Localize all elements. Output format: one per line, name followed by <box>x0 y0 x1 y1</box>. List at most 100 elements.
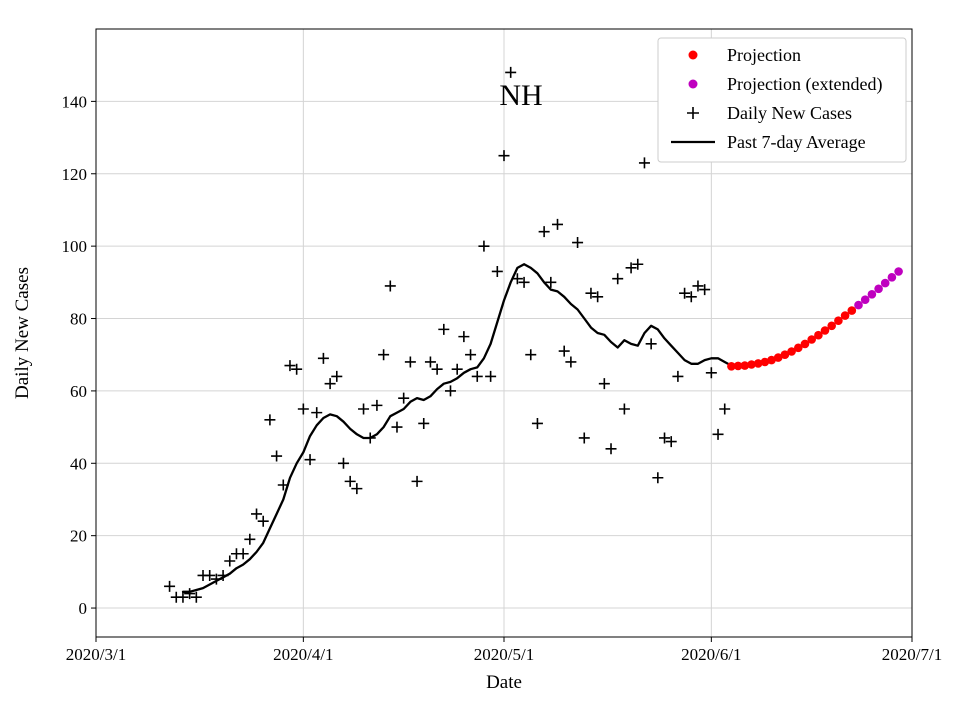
daily-cases-marker <box>518 276 530 288</box>
daily-cases-marker <box>451 363 463 375</box>
daily-cases-marker <box>531 417 543 429</box>
daily-cases-marker <box>224 555 236 567</box>
daily-cases-marker <box>304 454 316 466</box>
projection-dot <box>747 360 756 369</box>
daily-cases-marker <box>351 483 363 495</box>
series-projection-extended- <box>854 267 903 310</box>
daily-cases-marker <box>398 392 410 404</box>
projection-dot <box>800 339 810 349</box>
daily-cases-marker <box>578 432 590 444</box>
legend-marker-dot <box>688 79 698 89</box>
legend-label: Past 7-day Average <box>727 132 866 152</box>
daily-cases-marker <box>638 157 650 169</box>
daily-cases-marker <box>485 370 497 382</box>
projection-extended-dot <box>894 267 903 276</box>
x-tick-label: 2020/7/1 <box>882 645 942 664</box>
daily-cases-marker <box>618 403 630 415</box>
x-tick-label: 2020/5/1 <box>474 645 534 664</box>
legend-label: Projection (extended) <box>727 74 882 95</box>
daily-cases-marker <box>264 414 276 426</box>
projection-dot <box>814 330 823 340</box>
daily-cases-marker <box>699 284 711 296</box>
daily-cases-marker <box>311 407 323 419</box>
legend-marker-plus <box>687 107 699 119</box>
y-tick-label: 20 <box>70 527 87 546</box>
daily-cases-marker <box>465 349 477 361</box>
daily-cases-marker <box>665 436 677 448</box>
projection-dot <box>727 362 736 371</box>
daily-cases-marker <box>284 360 296 372</box>
projection-dot <box>740 361 750 370</box>
projection-dot <box>733 361 743 371</box>
y-tick-label: 60 <box>70 382 87 401</box>
daily-cases-marker <box>558 345 570 357</box>
daily-cases-marker <box>692 280 704 292</box>
daily-cases-marker <box>444 385 456 397</box>
x-tick-label: 2020/4/1 <box>273 645 333 664</box>
daily-cases-marker <box>257 515 269 527</box>
x-tick-label: 2020/3/1 <box>66 645 126 664</box>
daily-cases-marker <box>297 403 309 415</box>
daily-cases-marker <box>431 363 443 375</box>
daily-cases-marker <box>712 428 724 440</box>
x-tick-label: 2020/6/1 <box>681 645 741 664</box>
projection-extended-dot <box>860 295 870 305</box>
y-tick-label: 80 <box>70 310 87 329</box>
daily-cases-marker <box>378 349 390 361</box>
daily-cases-marker <box>411 475 423 487</box>
daily-cases-marker <box>418 417 430 429</box>
projection-extended-dot <box>854 300 863 310</box>
daily-cases-marker <box>244 533 256 545</box>
daily-cases-marker <box>331 370 343 382</box>
daily-cases-marker <box>424 356 436 368</box>
daily-cases-marker <box>511 273 523 285</box>
y-tick-label: 120 <box>62 165 88 184</box>
daily-cases-marker <box>344 475 356 487</box>
legend: Projection Projection (extended) Daily New… <box>657 37 907 163</box>
projection-dot <box>753 359 763 368</box>
daily-cases-marker <box>190 591 202 603</box>
axes-ticks: 2020/3/1 2020/4/1 2020/5/1 2020/6/1 2020/7/1… <box>62 92 943 664</box>
daily-cases-marker <box>672 370 684 382</box>
daily-cases-marker <box>164 580 176 592</box>
daily-cases-marker <box>498 150 510 162</box>
daily-cases-marker <box>358 403 370 415</box>
projection-dot <box>834 316 843 326</box>
daily-cases-marker <box>438 323 450 335</box>
daily-cases-marker <box>204 569 216 581</box>
daily-cases-marker <box>598 378 610 390</box>
series-daily-new-cases <box>164 66 731 603</box>
daily-cases-marker <box>404 356 416 368</box>
seven-day-average-line <box>181 263 733 593</box>
daily-cases-marker <box>317 352 329 364</box>
series-past-7-day-average <box>181 263 733 593</box>
projection-dot <box>760 357 770 367</box>
daily-cases-marker <box>565 356 577 368</box>
daily-cases-marker <box>184 588 196 600</box>
projection-extended-dot <box>887 273 897 282</box>
projection-extended-dot <box>867 290 877 299</box>
daily-cases-marker <box>652 472 664 484</box>
projection-dot <box>787 347 796 356</box>
daily-cases-marker <box>251 508 263 520</box>
daily-cases-marker <box>585 287 597 299</box>
daily-cases-marker <box>632 258 644 270</box>
daily-cases-marker <box>679 287 691 299</box>
daily-cases-marker <box>552 218 564 230</box>
legend-label: Daily New Cases <box>727 103 852 123</box>
daily-cases-marker <box>471 370 483 382</box>
daily-cases-marker <box>505 66 517 78</box>
projection-dot <box>827 321 836 331</box>
daily-cases-marker <box>337 457 349 469</box>
legend-box <box>657 37 907 163</box>
legend-label: Projection <box>727 45 801 65</box>
daily-cases-marker <box>719 403 731 415</box>
x-axis-label: Date <box>486 672 522 693</box>
daily-cases-marker <box>659 432 671 444</box>
daily-cases-marker <box>685 291 697 303</box>
daily-cases-marker <box>271 450 283 462</box>
daily-cases-marker <box>324 378 336 390</box>
projection-dot <box>773 353 783 362</box>
projection-extended-dot <box>880 278 890 288</box>
daily-cases-marker <box>371 399 383 411</box>
